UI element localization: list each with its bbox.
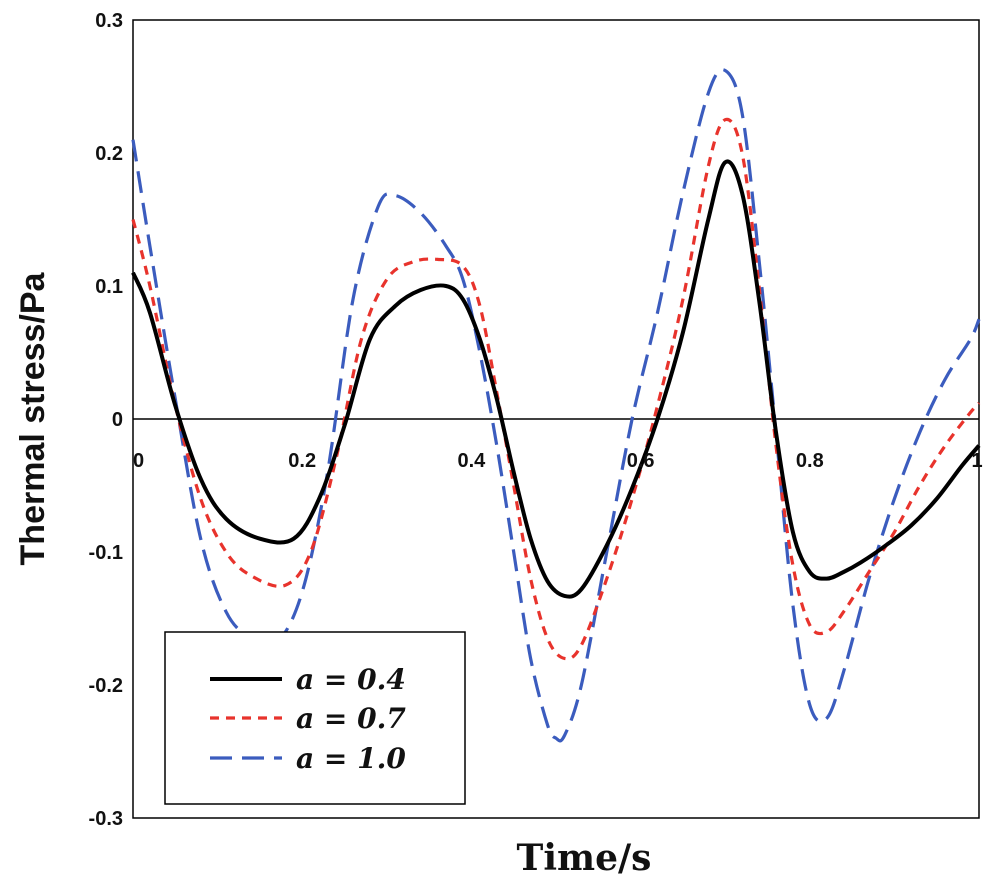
y-tick-label: -0.1 [89,542,123,564]
x-tick-label: 0.8 [796,450,824,472]
y-tick-label: -0.2 [89,675,123,697]
series-layer [131,68,981,743]
y-tick-label: 0.1 [95,276,123,298]
x-tick-label: 0 [133,450,144,472]
x-tick-label: 0.2 [288,450,316,472]
y-tick-label: 0.3 [95,10,123,32]
legend-label-series-1: a = 0.4 [296,663,406,696]
x-tick-label: 1 [971,450,982,472]
y-tick-label: -0.3 [89,808,123,830]
legend-label-series-2: a = 0.7 [296,702,406,735]
legend: a = 0.4 a = 0.7 a = 1.0 [164,631,466,805]
series-line-1 [131,159,981,599]
y-axis-title: Thermal stress/Pa [14,271,52,565]
x-tick-label: 0.4 [457,450,486,472]
x-tick-label: 0.6 [627,450,655,472]
y-tick-label: 0.2 [95,143,123,165]
legend-label-series-3: a = 1.0 [296,742,406,775]
tick-layer: 0.3 0.2 0.1 0 -0.1 -0.2 -0.3 0 0.2 0.4 0.6 0.8 1 [89,10,983,830]
x-axis-title: Time/s [517,837,652,879]
series-line-2 [131,117,981,661]
y-tick-label: 0 [112,409,123,431]
series-line-3 [131,68,981,743]
